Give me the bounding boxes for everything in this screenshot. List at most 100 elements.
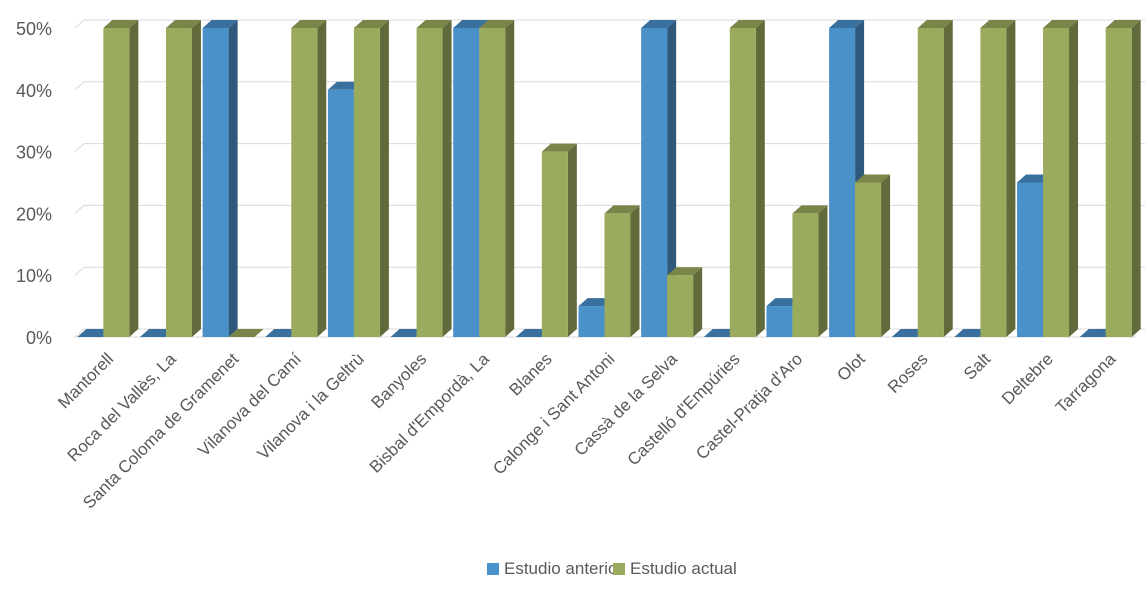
gridline-depth <box>74 19 85 29</box>
bar-top <box>228 329 264 337</box>
bar-front <box>327 89 354 337</box>
bar-front <box>766 306 793 337</box>
x-category-label: Cassà de la Selva <box>571 349 682 460</box>
bar-top <box>291 20 327 28</box>
bar <box>980 20 1016 337</box>
gridline-depth <box>74 81 85 91</box>
bar-side <box>442 20 452 337</box>
bar-front <box>479 28 506 337</box>
legend-swatch <box>487 563 499 575</box>
bar-top <box>729 20 765 28</box>
bar-side <box>129 20 139 337</box>
x-category-label: Vilanova del Camí <box>194 349 305 460</box>
bar-top <box>792 205 828 214</box>
x-category-label: Salt <box>960 349 994 383</box>
legend-swatch <box>613 563 625 575</box>
y-tick-label: 50% <box>16 19 52 39</box>
x-category-label: Blanes <box>505 349 555 399</box>
bar-front <box>792 213 819 337</box>
gridline-depth <box>74 205 85 214</box>
bar <box>202 20 238 337</box>
bar <box>729 20 765 337</box>
gridline-depth <box>74 143 85 152</box>
bar <box>103 20 139 337</box>
bar-top <box>829 20 865 28</box>
bar <box>917 20 953 337</box>
bar-side <box>1006 20 1016 337</box>
bar-front <box>1105 28 1132 337</box>
bar-top <box>667 267 703 276</box>
bar-top <box>1043 20 1079 28</box>
legend-item: Estudio anterior <box>487 559 623 578</box>
bar-top <box>980 20 1016 28</box>
bar-front <box>416 28 443 337</box>
x-category-label: Deltebre <box>998 349 1057 408</box>
bar-top <box>641 20 677 28</box>
bar <box>855 174 891 337</box>
bar-top <box>165 20 201 28</box>
x-category-label: Castel-Pratja d'Aro <box>692 349 806 463</box>
x-category-label: Mantorell <box>54 349 117 412</box>
bar-side <box>505 20 515 337</box>
bar-side <box>379 20 389 337</box>
bar-front <box>855 182 882 337</box>
bar <box>165 20 201 337</box>
bar <box>416 20 452 337</box>
bar-side <box>630 205 640 337</box>
bar <box>604 205 640 337</box>
bar-side <box>228 20 238 337</box>
bar-front <box>917 28 944 337</box>
bar-top <box>453 20 489 28</box>
bar-front <box>291 28 318 337</box>
y-tick-label: 40% <box>16 81 52 101</box>
bars <box>77 20 1141 337</box>
bar-front <box>604 213 631 337</box>
x-category-label: Roses <box>884 349 932 397</box>
bar-front <box>103 28 130 337</box>
bar-top <box>353 20 389 28</box>
bar-side <box>667 20 677 337</box>
bar-front <box>641 28 668 337</box>
x-category-label: Olot <box>833 349 869 385</box>
bar-top <box>604 205 640 214</box>
x-category-label: Roca del Vallès, La <box>64 349 181 466</box>
bar-front <box>541 151 568 337</box>
bar-front <box>453 28 480 337</box>
bar-side <box>191 20 201 337</box>
bar <box>291 20 327 337</box>
bar-side <box>818 205 828 337</box>
x-category-label: Vilanova i la Geltrù <box>254 349 368 463</box>
bar-side <box>567 143 577 337</box>
bar <box>479 20 515 337</box>
bar <box>792 205 828 337</box>
bar-front <box>353 28 380 337</box>
bar-top <box>1105 20 1141 28</box>
x-category-label: Banyoles <box>367 349 430 412</box>
bar-front <box>729 28 756 337</box>
bar-front <box>202 28 229 337</box>
bar-top <box>855 174 891 183</box>
bar-top <box>416 20 452 28</box>
bar-side <box>943 20 953 337</box>
bar <box>667 267 703 337</box>
legend-item: Estudio actual <box>613 559 737 578</box>
legend: Estudio anterior Estudio actual <box>487 559 737 578</box>
bar <box>641 20 677 337</box>
legend-label: Estudio actual <box>630 559 737 578</box>
x-category-label: Calonge i Sant Antoni <box>489 349 618 478</box>
y-tick-label: 30% <box>16 143 52 163</box>
x-category-label: Castelló d'Empúries <box>624 349 744 469</box>
bar-side <box>755 20 765 337</box>
bar-side <box>1131 20 1141 337</box>
y-tick-label: 0% <box>26 328 52 348</box>
bar-side <box>881 174 891 337</box>
bar-side <box>1069 20 1079 337</box>
bar-top <box>103 20 139 28</box>
bar-front <box>165 28 192 337</box>
bar-front <box>1017 182 1044 337</box>
x-category-label: Tarragona <box>1052 349 1120 417</box>
bar-front <box>829 28 856 337</box>
bar-front <box>578 306 605 337</box>
